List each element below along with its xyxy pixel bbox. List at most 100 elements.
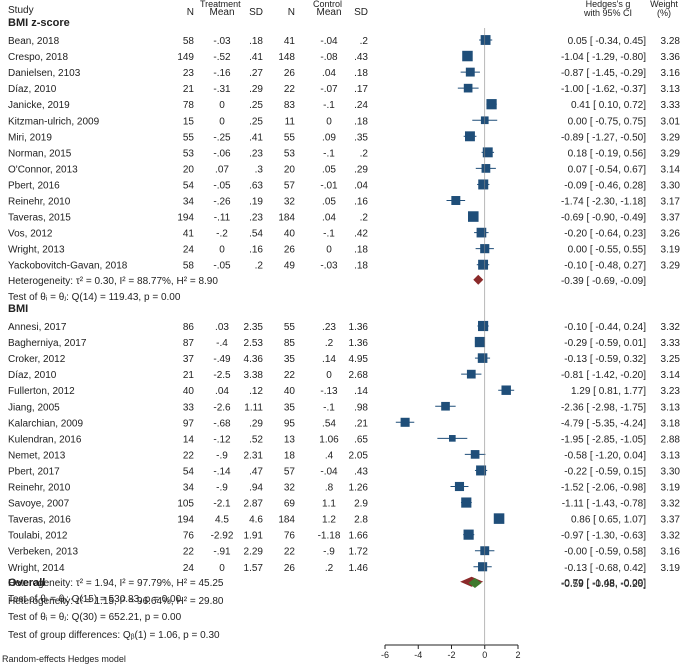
- study-row: Janicke, 2019 78 0 .25 83 -.1 .24 0.41 [ 0.10, …: [8, 99, 680, 111]
- weight-label: 2.88: [661, 434, 681, 445]
- effect-box: [454, 481, 465, 492]
- effect-ci-label: -0.00 [ -0.59, 0.58]: [564, 547, 646, 558]
- control-sd: .2: [360, 36, 369, 47]
- study-name: Janicke, 2019: [8, 100, 70, 111]
- treatment-n: 34: [183, 197, 195, 208]
- control-mean: 0: [326, 245, 332, 256]
- control-mean: -.01: [320, 180, 338, 191]
- effect-ci-label: 0.07 [ -0.54, 0.67]: [568, 164, 647, 175]
- treatment-mean: -.25: [213, 132, 231, 143]
- header-control-mean: Mean: [316, 7, 341, 18]
- weight-label: 3.16: [661, 68, 681, 79]
- treatment-n: 97: [183, 418, 195, 429]
- control-n: 55: [284, 132, 296, 143]
- effect-ci-label: -0.09 [ -0.46, 0.28]: [564, 180, 646, 191]
- treatment-mean: .03: [215, 322, 229, 333]
- control-mean: .05: [322, 197, 336, 208]
- weight-label: 3.14: [661, 164, 681, 175]
- treatment-n: 33: [183, 402, 195, 413]
- control-sd: .24: [354, 100, 368, 111]
- treatment-sd: 1.11: [244, 402, 263, 413]
- study-name: Vos, 2012: [8, 229, 53, 240]
- effect-ci-label: -1.95 [ -2.85, -1.05]: [561, 434, 646, 445]
- effect-box: [449, 435, 456, 442]
- control-mean: .09: [322, 132, 336, 143]
- study-name: O'Connor, 2013: [8, 164, 78, 175]
- treatment-mean: -2.6: [213, 402, 231, 413]
- study-row: Wright, 2014 24 0 1.57 26 .2 1.46 -0.13 [ -0.68…: [8, 562, 680, 574]
- treatment-mean: .04: [215, 386, 229, 397]
- treatment-mean: -.68: [213, 418, 231, 429]
- control-n: 49: [284, 261, 296, 272]
- treatment-sd: .3: [255, 164, 264, 175]
- study-row: Reinehr, 2010 34 -.26 .19 32 .05 .16 -1.74 [ -2…: [8, 196, 680, 208]
- control-mean: -.04: [320, 466, 338, 477]
- treatment-n: 58: [183, 261, 195, 272]
- study-name: Taveras, 2015: [8, 213, 71, 224]
- effect-ci-label: 0.00 [ -0.75, 0.75]: [568, 116, 647, 127]
- treatment-n: 24: [183, 245, 195, 256]
- effect-box: [461, 497, 472, 508]
- study-row: Norman, 2015 53 -.06 .23 53 -.1 .2 0.18 [ -0.19…: [8, 147, 680, 159]
- effect-box: [480, 35, 491, 45]
- study-row: Kitzman-ulrich, 2009 15 0 .25 11 0 .18 0.00 [ -…: [8, 116, 680, 127]
- weight-label: 3.29: [661, 148, 681, 159]
- overall-ci-label: -0.59 [ -0.98, -0.20]: [561, 579, 646, 590]
- control-sd: .16: [354, 197, 368, 208]
- control-mean: 0: [326, 116, 332, 127]
- control-sd: .43: [354, 466, 368, 477]
- group-heterogeneity: Heterogeneity: τ² = 0.30, I² = 88.77%, H…: [8, 276, 218, 287]
- treatment-mean: -.05: [213, 180, 231, 191]
- study-name: Díaz, 2010: [8, 370, 57, 381]
- treatment-mean: -.2: [216, 229, 228, 240]
- treatment-n: 34: [183, 483, 195, 494]
- treatment-mean: 0: [219, 100, 225, 111]
- effect-box: [463, 83, 473, 93]
- effect-ci-label: -0.22 [ -0.59, 0.15]: [564, 466, 646, 477]
- weight-label: 3.30: [661, 466, 681, 477]
- weight-label: 3.19: [661, 563, 681, 574]
- study-name: Miri, 2019: [8, 132, 52, 143]
- weight-label: 3.13: [661, 84, 681, 95]
- treatment-mean: -2.5: [213, 370, 231, 381]
- overall-title: Overall: [8, 577, 45, 589]
- header-treatment-sd: SD: [249, 7, 263, 18]
- group-heterogeneity: Heterogeneity: τ² = 1.94, I² = 97.79%, H…: [8, 578, 224, 589]
- study-name: Reinehr, 2010: [8, 197, 71, 208]
- treatment-mean: -.12: [213, 434, 231, 445]
- weight-label: 3.13: [661, 450, 681, 461]
- control-n: 32: [284, 483, 296, 494]
- effect-box: [465, 67, 475, 77]
- control-sd: .35: [354, 132, 368, 143]
- weight-label: 3.29: [661, 132, 681, 143]
- effect-ci-label: -1.04 [ -1.29, -0.80]: [561, 52, 646, 63]
- control-sd: 2.68: [349, 370, 369, 381]
- group-pooled-ci-label: -0.79 [ -1.48, -0.09]: [561, 578, 646, 589]
- effect-ci-label: -2.36 [ -2.98, -1.75]: [561, 402, 646, 413]
- axis-tick-label: 2: [515, 650, 520, 660]
- treatment-n: 54: [183, 466, 195, 477]
- control-mean: -.1: [323, 229, 335, 240]
- study-name: Nemet, 2013: [8, 450, 66, 461]
- control-sd: .04: [354, 180, 368, 191]
- effect-box: [462, 50, 473, 62]
- weight-label: 3.32: [661, 322, 681, 333]
- treatment-sd: .2: [255, 261, 264, 272]
- effect-box: [482, 147, 493, 158]
- weight-label: 3.36: [661, 52, 681, 63]
- effect-ci-label: -0.10 [ -0.44, 0.24]: [564, 322, 646, 333]
- treatment-sd: .94: [249, 483, 263, 494]
- treatment-n: 194: [177, 515, 194, 526]
- control-mean: -1.18: [318, 531, 341, 542]
- study-name: Pbert, 2017: [8, 466, 60, 477]
- control-mean: 1.2: [322, 515, 336, 526]
- treatment-n: 105: [177, 499, 194, 510]
- axis-tick-label: -2: [447, 650, 455, 660]
- study-name: Pbert, 2016: [8, 180, 60, 191]
- control-n: 18: [284, 450, 296, 461]
- group-differences-test: Test of group differences: Qᵦ(1) = 1.06,…: [8, 630, 220, 641]
- effect-ci-label: -0.58 [ -1.20, 0.04]: [564, 450, 646, 461]
- control-n: 40: [284, 229, 296, 240]
- study-row: Reinehr, 2010 34 -.9 .94 32 .8 1.26 -1.52 [ -2.…: [8, 481, 680, 494]
